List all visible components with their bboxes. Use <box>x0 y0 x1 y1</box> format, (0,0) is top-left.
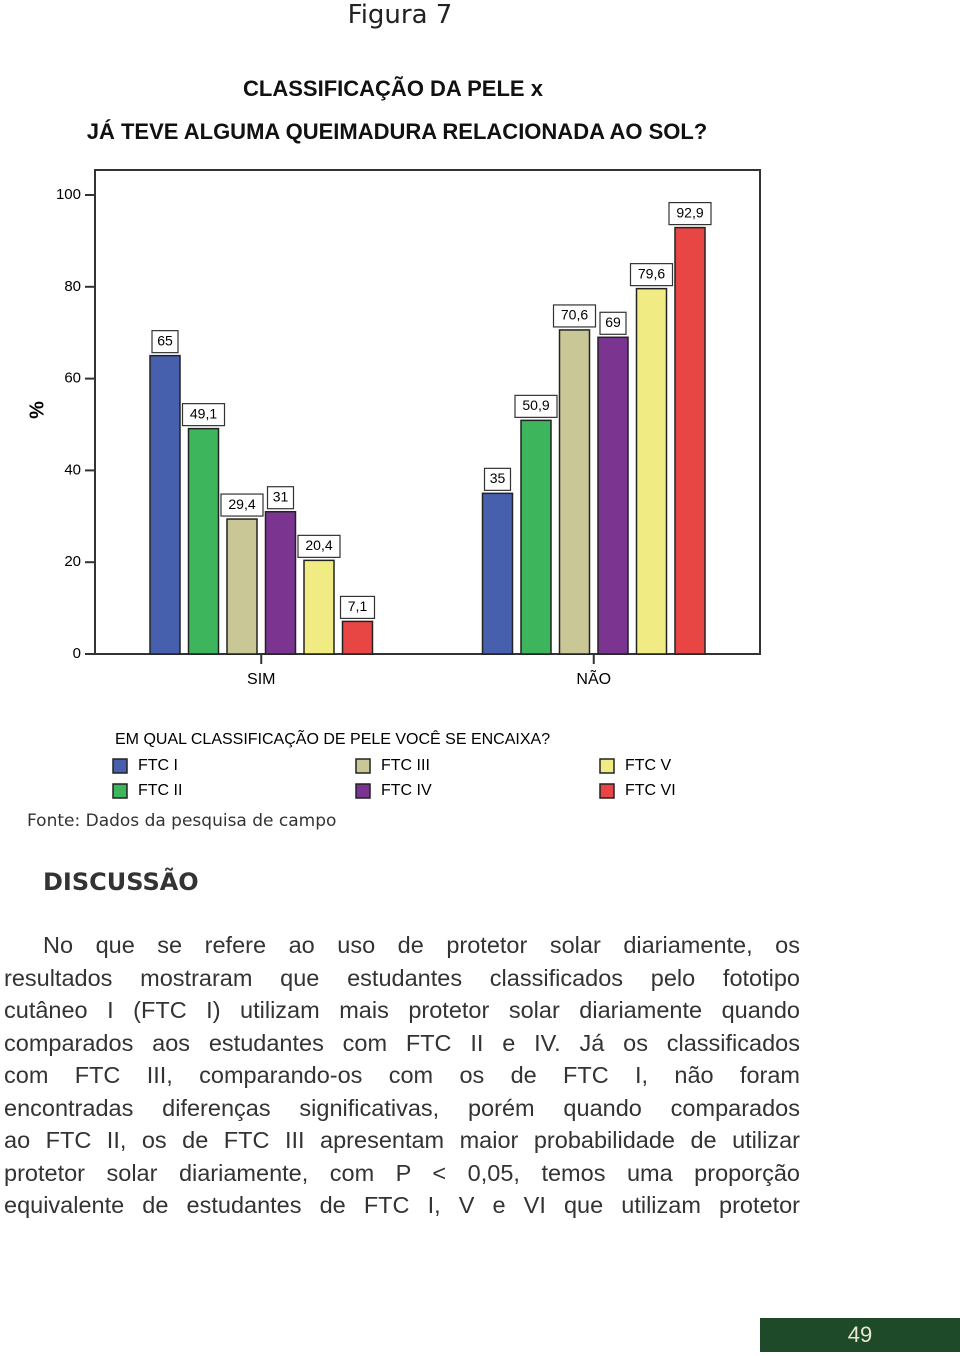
paragraph-line: comparados aos estudantes com FTC II e I… <box>4 1029 800 1056</box>
value-label-box <box>483 467 512 491</box>
legend-swatch <box>599 783 615 799</box>
bar <box>558 329 591 655</box>
chart-title: JÁ TEVE ALGUMA QUEIMADURA RELACIONADA AO… <box>87 119 707 144</box>
bar <box>187 427 220 655</box>
value-label-box <box>181 403 226 427</box>
value-label-text: 50,9 <box>522 397 549 413</box>
legend-label: FTC I <box>138 757 178 774</box>
legend-label: FTC VI <box>625 782 676 799</box>
value-label-text: 65 <box>157 332 173 348</box>
legend-label: FTC II <box>138 782 182 799</box>
x-tick-label: SIM <box>247 671 275 688</box>
legend-swatch <box>355 758 371 774</box>
value-label: 35 <box>483 467 512 491</box>
value-label-box <box>297 534 341 558</box>
chart: CLASSIFICAÇÃO DA PELE x JÁ TEVE ALGUMA QU… <box>26 76 761 799</box>
value-label: 92,9 <box>668 201 712 226</box>
paragraph-line: equivalente de estudantes de FTC I, V e … <box>4 1192 800 1218</box>
legend-swatch <box>599 758 615 774</box>
value-label-box <box>552 304 597 328</box>
paragraph-line: No que se refere ao uso de protetor sola… <box>43 932 800 958</box>
paragraph-line: ao FTC II, os de FTC III apresentam maio… <box>4 1127 800 1153</box>
bar <box>303 559 335 655</box>
bar <box>481 492 514 655</box>
value-label: 65 <box>151 330 179 354</box>
y-tick-label: 100 <box>56 186 81 203</box>
value-label-box <box>629 263 674 287</box>
value-label-text: 7,1 <box>348 598 368 614</box>
legend-swatch <box>112 758 128 774</box>
legend-label: FTC V <box>625 757 672 774</box>
legend-title: EM QUAL CLASSIFICAÇÃO DE PELE VOCÊ SE EN… <box>115 728 550 748</box>
value-label: 79,6 <box>629 263 674 287</box>
value-label-text: 35 <box>490 470 506 486</box>
value-label-box <box>151 330 179 354</box>
y-tick-label: 20 <box>64 553 81 570</box>
value-label-text: 69 <box>605 314 621 330</box>
plot-frame <box>94 169 761 655</box>
value-label-text: 79,6 <box>638 265 665 281</box>
value-label: 70,6 <box>552 304 597 328</box>
value-label-box <box>220 493 264 517</box>
y-tick-label: 80 <box>64 278 81 295</box>
x-tick-label: NÃO <box>576 668 611 688</box>
value-label-box <box>266 486 295 510</box>
y-axis-label: % <box>26 401 48 419</box>
paragraph-line: cutâneo I (FTC I) utilizam mais protetor… <box>4 997 800 1023</box>
paragraph-line: encontradas diferenças significativas, p… <box>4 1094 800 1121</box>
source: Fonte: Dados da pesquisa de campo <box>27 811 337 831</box>
value-label-text: 29,4 <box>228 496 255 512</box>
value-label-box <box>339 595 376 620</box>
y-tick-label: 40 <box>64 461 81 478</box>
bar <box>264 510 297 655</box>
bar <box>597 336 629 655</box>
bar <box>341 620 374 655</box>
legend-swatch <box>112 783 128 799</box>
value-label: 29,4 <box>220 493 264 517</box>
paragraph-line: com FTC III, comparando-os com os de FTC… <box>4 1062 800 1088</box>
value-label: 49,1 <box>181 403 226 427</box>
value-label-text: 20,4 <box>305 537 332 553</box>
paragraph-line: resultados mostraram que estudantes clas… <box>4 964 800 991</box>
bar <box>226 518 258 655</box>
bar <box>149 354 181 655</box>
value-label-text: 92,9 <box>676 204 703 220</box>
bar <box>635 287 668 655</box>
y-tick-label: 60 <box>64 370 81 387</box>
page-number: 49 <box>760 1318 960 1352</box>
value-label: 50,9 <box>514 394 558 418</box>
value-label-text: 49,1 <box>190 405 217 421</box>
value-label-box <box>599 311 627 335</box>
y-tick-label: 0 <box>73 645 81 662</box>
value-label-text: 31 <box>273 488 289 504</box>
paragraph-line: protetor solar diariamente, com P < 0,05… <box>4 1159 800 1186</box>
value-label: 7,1 <box>339 595 376 620</box>
value-label-box <box>668 201 712 226</box>
bar <box>520 419 552 655</box>
value-label: 31 <box>266 486 295 510</box>
figure-label: Figura 7 <box>347 0 453 30</box>
legend-swatch <box>355 783 371 799</box>
chart-title: CLASSIFICAÇÃO DA PELE x <box>243 76 544 101</box>
value-label-box <box>514 394 558 418</box>
value-label-text: 70,6 <box>561 307 588 323</box>
legend-label: FTC IV <box>381 782 432 799</box>
legend-label: FTC III <box>381 757 430 774</box>
value-label: 20,4 <box>297 534 341 558</box>
value-label: 69 <box>599 311 627 335</box>
heading: DISCUSSÃO <box>43 868 199 896</box>
bar <box>674 226 706 655</box>
